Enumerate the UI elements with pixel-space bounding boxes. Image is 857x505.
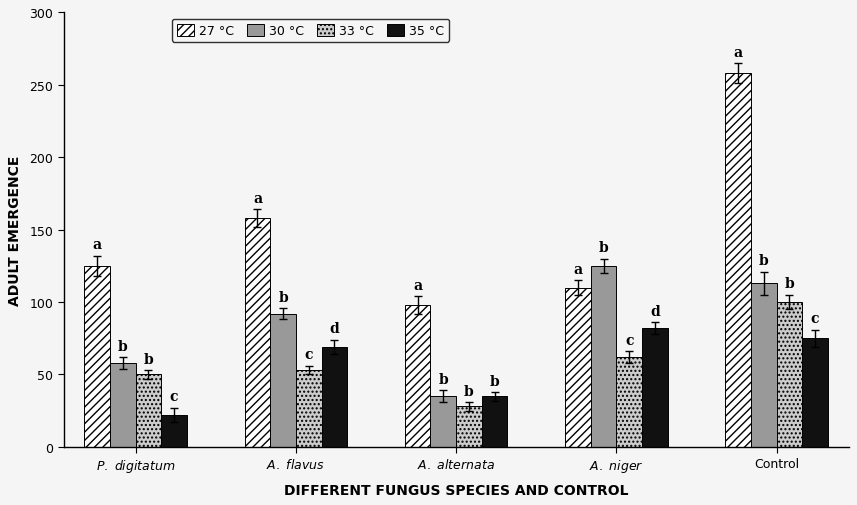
Text: b: b bbox=[144, 352, 153, 366]
Bar bbox=[244, 219, 270, 447]
Text: b: b bbox=[758, 254, 769, 268]
Text: c: c bbox=[625, 333, 633, 347]
Bar bbox=[590, 266, 616, 447]
Text: a: a bbox=[253, 191, 262, 206]
Bar bbox=[456, 407, 482, 447]
Text: b: b bbox=[118, 339, 128, 353]
Bar bbox=[296, 370, 321, 447]
Text: c: c bbox=[170, 390, 178, 403]
Text: d: d bbox=[650, 305, 660, 318]
Text: d: d bbox=[329, 322, 339, 336]
Bar bbox=[270, 314, 296, 447]
Text: a: a bbox=[573, 263, 583, 276]
Bar bbox=[161, 415, 187, 447]
Bar bbox=[405, 306, 430, 447]
Bar bbox=[751, 284, 776, 447]
Text: b: b bbox=[464, 384, 474, 398]
Text: b: b bbox=[599, 241, 608, 255]
Bar bbox=[776, 302, 802, 447]
Text: b: b bbox=[489, 374, 500, 388]
Legend: 27 °C, 30 °C, 33 °C, 35 °C: 27 °C, 30 °C, 33 °C, 35 °C bbox=[172, 20, 449, 43]
Bar bbox=[84, 266, 110, 447]
Y-axis label: ADULT EMERGENCE: ADULT EMERGENCE bbox=[9, 155, 22, 305]
Bar bbox=[642, 328, 668, 447]
Text: a: a bbox=[413, 278, 423, 292]
Text: a: a bbox=[734, 45, 743, 60]
Text: a: a bbox=[93, 238, 102, 252]
Text: c: c bbox=[304, 348, 313, 362]
X-axis label: DIFFERENT FUNGUS SPECIES AND CONTROL: DIFFERENT FUNGUS SPECIES AND CONTROL bbox=[284, 483, 628, 497]
Text: b: b bbox=[784, 277, 794, 291]
Bar bbox=[321, 347, 347, 447]
Bar bbox=[482, 396, 507, 447]
Bar bbox=[430, 396, 456, 447]
Bar bbox=[135, 375, 161, 447]
Bar bbox=[725, 74, 751, 447]
Text: b: b bbox=[279, 290, 288, 304]
Bar bbox=[802, 338, 828, 447]
Text: c: c bbox=[811, 312, 819, 326]
Bar bbox=[110, 363, 135, 447]
Text: b: b bbox=[439, 372, 448, 386]
Bar bbox=[565, 288, 590, 447]
Bar bbox=[616, 358, 642, 447]
